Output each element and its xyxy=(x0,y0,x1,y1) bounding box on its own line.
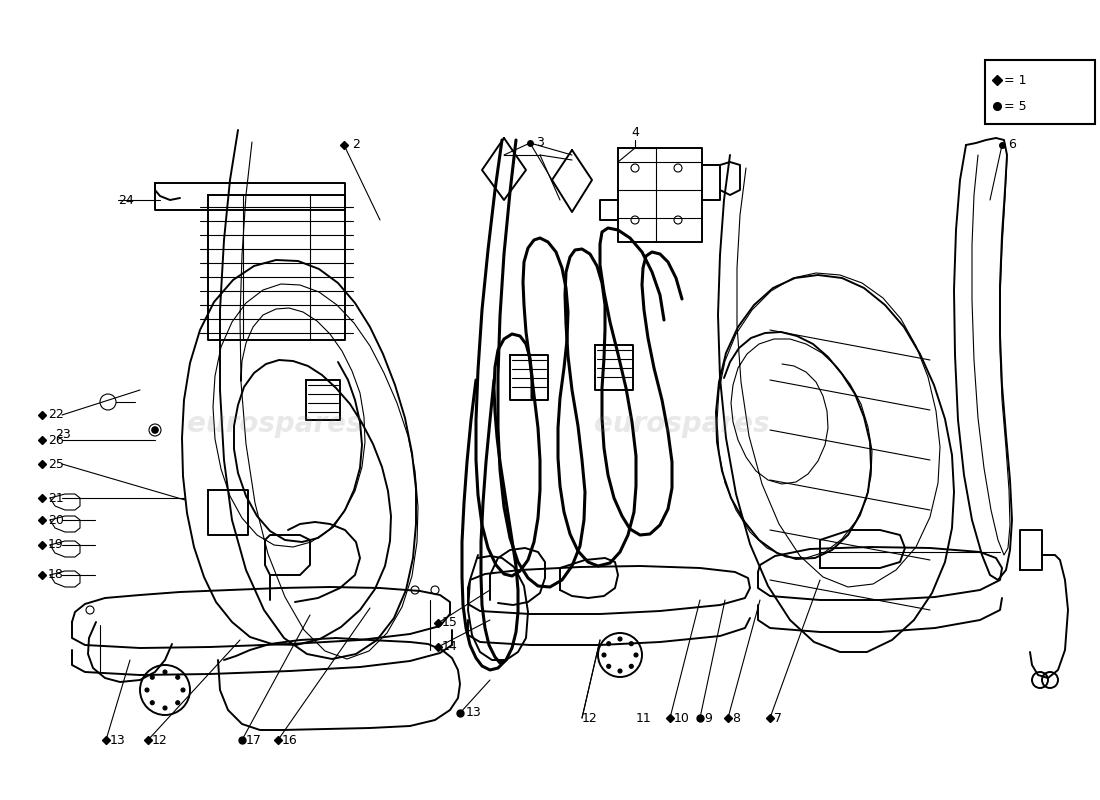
Text: 14: 14 xyxy=(442,641,458,654)
Text: 13: 13 xyxy=(466,706,482,719)
Text: 11: 11 xyxy=(636,711,651,725)
Circle shape xyxy=(176,701,179,705)
Text: = 5: = 5 xyxy=(1004,99,1027,113)
Circle shape xyxy=(607,664,610,668)
Text: 9: 9 xyxy=(704,711,712,725)
Text: 18: 18 xyxy=(48,569,64,582)
Text: 15: 15 xyxy=(442,617,458,630)
Circle shape xyxy=(151,701,154,705)
Text: 13: 13 xyxy=(110,734,125,746)
Text: 12: 12 xyxy=(582,711,597,725)
Text: 6: 6 xyxy=(1008,138,1016,151)
Text: 12: 12 xyxy=(152,734,167,746)
Circle shape xyxy=(182,688,185,692)
Text: eurospares: eurospares xyxy=(187,410,363,438)
Text: 22: 22 xyxy=(48,409,64,422)
Circle shape xyxy=(602,653,606,657)
Text: 7: 7 xyxy=(774,711,782,725)
Circle shape xyxy=(634,653,638,657)
Circle shape xyxy=(607,642,610,646)
Text: 24: 24 xyxy=(118,194,134,206)
Circle shape xyxy=(163,706,167,710)
Circle shape xyxy=(151,675,154,679)
Circle shape xyxy=(629,642,634,646)
Text: 23: 23 xyxy=(55,429,70,442)
Circle shape xyxy=(629,664,634,668)
Text: 20: 20 xyxy=(48,514,64,526)
Text: 4: 4 xyxy=(631,126,639,138)
Text: 16: 16 xyxy=(282,734,298,746)
Circle shape xyxy=(152,427,158,433)
Text: 2: 2 xyxy=(352,138,360,151)
Text: 21: 21 xyxy=(48,491,64,505)
Circle shape xyxy=(145,688,149,692)
Text: 8: 8 xyxy=(732,711,740,725)
Text: = 1: = 1 xyxy=(1004,74,1027,87)
Text: 26: 26 xyxy=(48,434,64,446)
Text: eurospares: eurospares xyxy=(594,410,770,438)
Text: 17: 17 xyxy=(246,734,262,746)
Text: 3: 3 xyxy=(536,137,543,150)
Circle shape xyxy=(618,669,621,673)
Text: 19: 19 xyxy=(48,538,64,551)
Text: 25: 25 xyxy=(48,458,64,470)
Text: 10: 10 xyxy=(674,711,690,725)
Circle shape xyxy=(176,675,179,679)
Circle shape xyxy=(618,637,621,641)
Bar xyxy=(984,60,1094,124)
Circle shape xyxy=(163,670,167,674)
